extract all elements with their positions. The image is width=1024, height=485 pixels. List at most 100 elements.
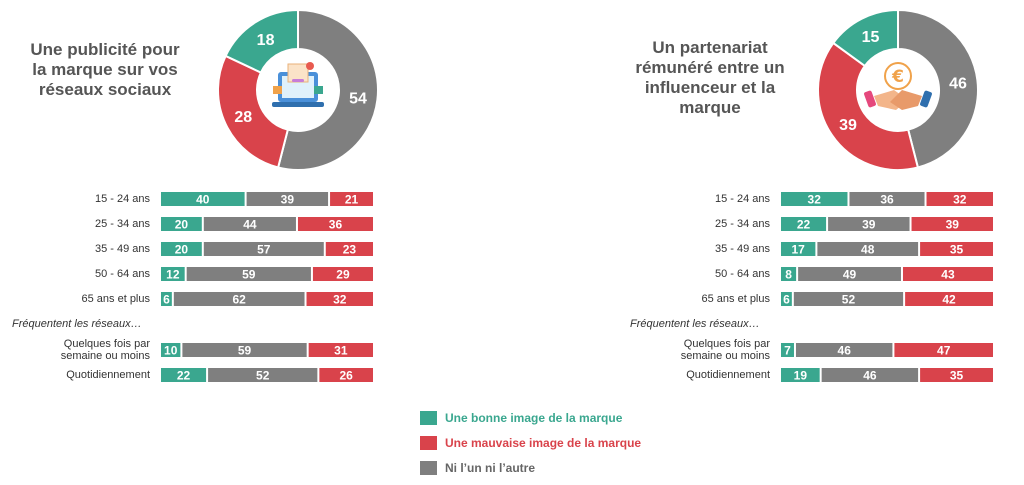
row-label: 50 - 64 ans [94, 268, 150, 280]
bar-segment [182, 343, 307, 357]
bar-value-label: 20 [175, 243, 189, 257]
bar-segment [795, 343, 893, 357]
bar-segment [161, 217, 202, 231]
bar-segment [849, 192, 925, 206]
bar-value-label: 6 [163, 293, 170, 307]
bar-segment [325, 242, 373, 256]
bar-segment [312, 267, 373, 281]
bar-segment [161, 292, 172, 306]
bar-value-label: 22 [797, 218, 811, 232]
donut-chart: 46 39 15 € [818, 10, 978, 170]
bar-value-label: 32 [808, 193, 822, 207]
laptop-ad-icon [272, 62, 324, 107]
row-label: Quelques fois par semaine ou moins [60, 338, 150, 362]
legend-item-bad: Une mauvaise image de la marque [420, 430, 641, 455]
group-label: Fréquentent les réseaux… [12, 318, 142, 330]
bar-value-label: 19 [794, 369, 808, 383]
donut-slice-good [831, 10, 899, 68]
legend-label-bad: Une mauvaise image de la marque [445, 435, 642, 450]
legend-item-neutral: Ni l’un ni l’autre [420, 455, 641, 480]
bar-segment [894, 343, 993, 357]
bar-value-label: 52 [256, 369, 270, 383]
bar-segment [161, 267, 185, 281]
bar-value-label: 32 [333, 293, 347, 307]
bar-segment [781, 217, 827, 231]
chart-panel-ad: Une publicité pour la marque sur vos rés… [0, 0, 512, 400]
bar-segment [208, 368, 318, 382]
bar-value-label: 8 [785, 268, 792, 282]
chart-title: Une publicité pour la marque sur vos rés… [30, 40, 180, 99]
bar-segment [905, 292, 993, 306]
bar-segment [926, 192, 993, 206]
bar-segment [793, 292, 904, 306]
bar-value-label: 59 [238, 344, 252, 358]
bar-value-label: 23 [343, 243, 357, 257]
bar-value-label: 59 [242, 268, 256, 282]
legend: Une bonne image de la marque Une mauvais… [420, 405, 641, 480]
donut-slice-bad [218, 54, 290, 169]
bar-segment [319, 368, 373, 382]
chart-panel-partnership: Un partenariat rémunéré entre un influen… [620, 0, 1024, 400]
bar-value-label: 32 [953, 193, 967, 207]
bar-value-label: 36 [880, 193, 894, 207]
bar-segment [161, 242, 202, 256]
row-label: Quelques fois par semaine ou moins [680, 338, 770, 362]
legend-label-good: Une bonne image de la marque [445, 410, 623, 425]
row-label: 65 ans et plus [81, 293, 151, 305]
row-label: 35 - 49 ans [94, 243, 150, 255]
bar-segment [161, 192, 245, 206]
row-label: 50 - 64 ans [714, 268, 770, 280]
bar-segment [308, 343, 373, 357]
bar-value-label: 43 [941, 268, 955, 282]
donut-slice-good [224, 10, 299, 74]
row-label: 25 - 34 ans [714, 218, 770, 230]
bar-value-label: 17 [792, 243, 806, 257]
row-label: 65 ans et plus [701, 293, 771, 305]
row-label: 15 - 24 ans [714, 193, 770, 205]
bar-segment [203, 217, 296, 231]
bar-segment [173, 292, 305, 306]
bar-value-label: 46 [838, 344, 852, 358]
bar-value-label: 35 [950, 369, 964, 383]
chart-title: Un partenariat rémunéré entre un influen… [635, 38, 785, 117]
bar-segment [781, 292, 792, 306]
bar-segment [817, 242, 919, 256]
bar-segment [920, 368, 993, 382]
bar-value-label: 29 [336, 268, 350, 282]
bar-value-label: 26 [340, 369, 354, 383]
bar-value-label: 44 [243, 218, 257, 232]
legend-swatch-neutral [420, 460, 437, 475]
bar-segment [161, 368, 207, 382]
bar-value-label: 7 [784, 344, 791, 358]
legend-swatch-good [420, 410, 437, 425]
bar-segment [781, 368, 820, 382]
donut-label-neutral: 54 [349, 91, 367, 108]
bar-value-label: 39 [281, 193, 295, 207]
bar-segment [781, 267, 797, 281]
bar-value-label: 20 [175, 218, 189, 232]
legend-item-good: Une bonne image de la marque [420, 405, 641, 430]
stacked-bar-chart: 32 36 32 22 39 39 17 48 35 8 49 43 6 52 42 7 46 47 19 46 35 [781, 192, 993, 383]
bar-segment [920, 242, 993, 256]
bar-value-label: 49 [843, 268, 857, 282]
bar-value-label: 10 [164, 344, 178, 358]
stacked-bar-chart: 40 39 21 20 44 36 20 57 23 12 59 29 6 62 32 10 59 31 22 52 2… [161, 192, 373, 383]
bar-value-label: 39 [862, 218, 876, 232]
bar-value-label: 57 [257, 243, 271, 257]
row-label: 25 - 34 ans [94, 218, 150, 230]
bar-value-label: 42 [942, 293, 956, 307]
row-label: 35 - 49 ans [714, 243, 770, 255]
donut-label-bad: 39 [839, 117, 857, 134]
legend-swatch-bad [420, 435, 437, 450]
bar-value-label: 46 [863, 369, 877, 383]
bar-segment [911, 217, 993, 231]
bar-value-label: 21 [345, 193, 359, 207]
bar-segment [203, 242, 324, 256]
bar-value-label: 22 [177, 369, 191, 383]
bar-value-label: 40 [196, 193, 210, 207]
bar-value-label: 36 [329, 218, 343, 232]
svg-text:€: € [891, 67, 904, 87]
bar-value-label: 52 [842, 293, 856, 307]
bar-value-label: 12 [166, 268, 180, 282]
bar-value-label: 48 [861, 243, 875, 257]
